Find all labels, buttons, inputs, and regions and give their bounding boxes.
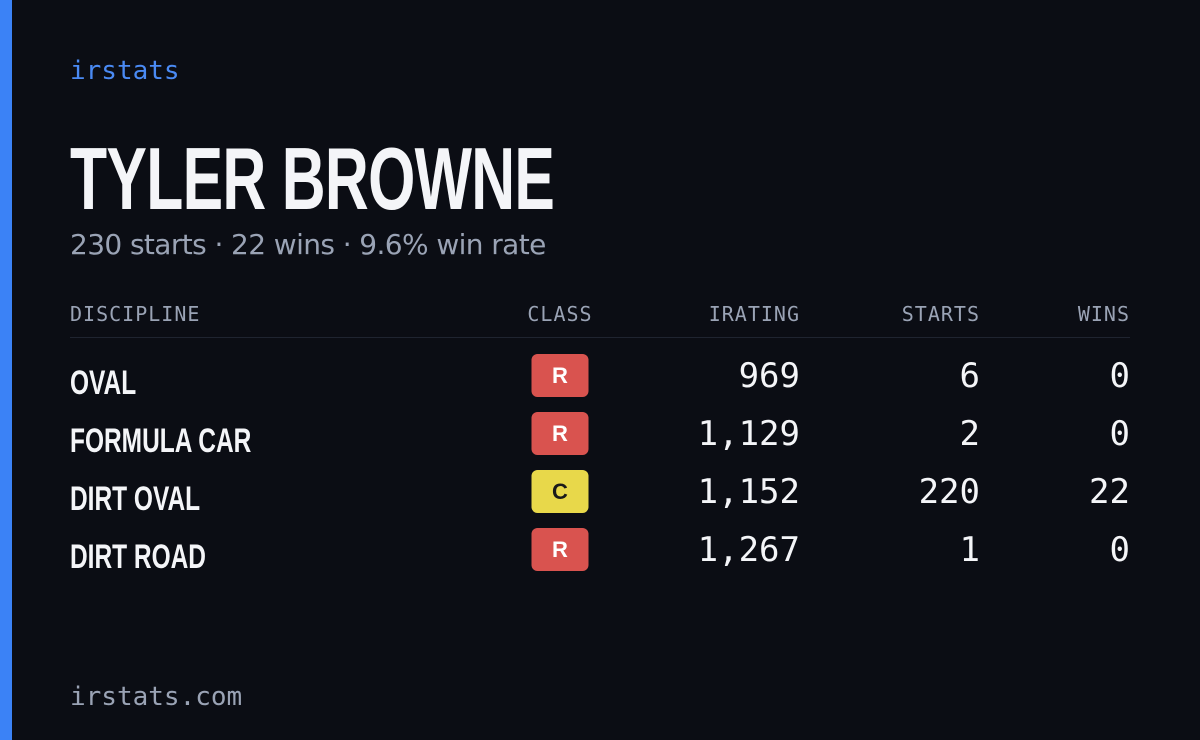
discipline: DIRT ROAD bbox=[70, 538, 207, 576]
class-badge: R bbox=[531, 354, 589, 397]
column-header: DISCIPLINE bbox=[70, 302, 201, 326]
starts: 1 bbox=[959, 530, 980, 570]
irating: 969 bbox=[738, 356, 800, 396]
driver-summary: 230 starts · 22 wins · 9.6% win rate bbox=[70, 228, 546, 261]
column-header: WINS bbox=[1077, 302, 1130, 326]
brand: irstats bbox=[70, 56, 180, 86]
column-header: IRATING bbox=[708, 302, 800, 326]
class-badge: R bbox=[531, 412, 589, 455]
wins: 0 bbox=[1109, 414, 1130, 454]
wins: 0 bbox=[1109, 356, 1130, 396]
column-header: CLASS bbox=[527, 302, 593, 326]
wins: 22 bbox=[1089, 472, 1130, 512]
column-header: STARTS bbox=[901, 302, 980, 326]
footer: irstats.com bbox=[70, 682, 243, 712]
starts: 220 bbox=[918, 472, 980, 512]
discipline: FORMULA CAR bbox=[70, 422, 252, 460]
class-badge: C bbox=[531, 470, 589, 513]
irating: 1,129 bbox=[697, 414, 800, 454]
wins: 0 bbox=[1109, 530, 1130, 570]
discipline: DIRT OVAL bbox=[70, 480, 201, 518]
discipline: OVAL bbox=[70, 364, 137, 402]
starts: 6 bbox=[959, 356, 980, 396]
starts: 2 bbox=[959, 414, 980, 454]
class-badge: R bbox=[531, 528, 589, 571]
driver-name: TYLER BROWNE bbox=[70, 129, 555, 228]
accent-bar bbox=[0, 0, 12, 740]
header-rule bbox=[70, 337, 1130, 338]
irating: 1,152 bbox=[697, 472, 800, 512]
irating: 1,267 bbox=[697, 530, 800, 570]
